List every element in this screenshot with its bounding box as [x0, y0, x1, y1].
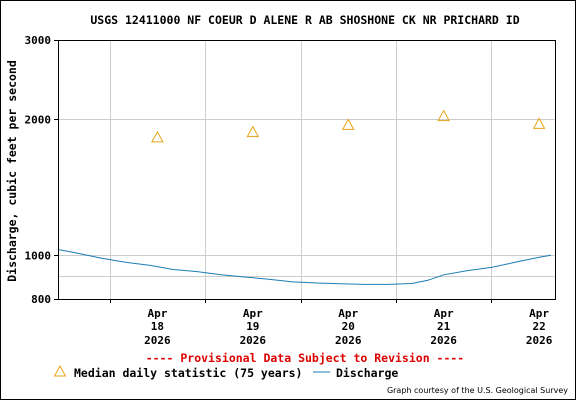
- y-tick-label: 3000: [25, 34, 52, 47]
- credit-text: Graph courtesy of the U.S. Geological Su…: [387, 386, 568, 395]
- legend-discharge-label: Discharge: [336, 366, 398, 380]
- x-tick-year: 2026: [240, 334, 267, 347]
- provisional-note: ---- Provisional Data Subject to Revisio…: [146, 351, 465, 365]
- median-triangle-point: [532, 117, 546, 129]
- x-axis-ticks: Apr182026Apr192026Apr202026Apr212026Apr2…: [110, 299, 553, 347]
- legend-triangle-icon: [53, 364, 67, 377]
- legend-median-label: Median daily statistic (75 years): [74, 366, 302, 380]
- series: [57, 109, 552, 285]
- x-tick-day: 19: [246, 320, 259, 333]
- x-tick-year: 2026: [430, 334, 457, 347]
- y-axis-ticks: 3000 2000 1000 800: [25, 34, 58, 306]
- x-tick-month: Apr: [434, 307, 454, 320]
- median-triangle-point: [151, 130, 164, 143]
- y-tick-label: 2000: [25, 113, 52, 126]
- x-tick-day: 20: [342, 320, 355, 333]
- y-tick-label: 800: [31, 293, 51, 306]
- x-tick-year: 2026: [335, 334, 362, 347]
- x-tick-year: 2026: [144, 334, 171, 347]
- y-axis-label: Discharge, cubic feet per second: [5, 60, 19, 282]
- x-tick-month: Apr: [243, 307, 263, 320]
- x-tick-month: Apr: [529, 307, 549, 320]
- grid: [58, 40, 555, 299]
- median-triangle-point: [437, 109, 451, 122]
- y-tick-label: 1000: [25, 249, 52, 262]
- discharge-line: [57, 249, 552, 285]
- chart-title: USGS 12411000 NF COEUR D ALENE R AB SHOS…: [90, 13, 519, 27]
- x-tick-day: 18: [151, 320, 164, 333]
- median-triangle-point: [246, 125, 260, 138]
- x-tick-day: 21: [437, 320, 451, 333]
- legend: Median daily statistic (75 years) Discha…: [53, 364, 398, 380]
- x-tick-month: Apr: [147, 307, 167, 320]
- x-tick-year: 2026: [526, 334, 553, 347]
- x-tick-month: Apr: [338, 307, 358, 320]
- median-triangle-point: [341, 118, 355, 130]
- x-tick-day: 22: [532, 320, 545, 333]
- plot-frame: [58, 40, 556, 300]
